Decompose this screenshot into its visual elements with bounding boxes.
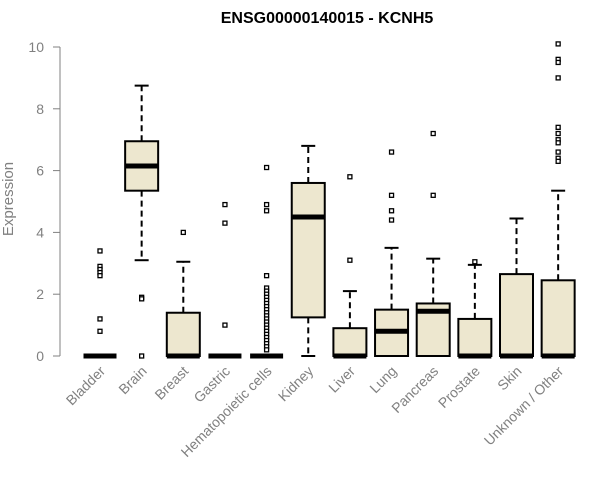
outlier-point [555, 130, 561, 137]
outlier-point [263, 273, 270, 279]
outlier-point [430, 192, 436, 198]
y-axis: 0 2 4 6 8 10 [28, 39, 61, 364]
box-group [415, 130, 451, 357]
box [165, 311, 201, 357]
outlier-point [222, 201, 228, 208]
outlier-point [388, 192, 395, 198]
x-tick-label: Brain [115, 363, 149, 397]
box-group [290, 144, 326, 357]
outlier-point [555, 158, 561, 164]
outlier-point [388, 149, 395, 155]
outlier-point [263, 201, 270, 208]
outlier-point [97, 316, 103, 322]
x-tick-label: Lung [366, 363, 399, 396]
x-tick-label: Kidney [275, 363, 317, 405]
y-tick-label: 10 [28, 39, 44, 55]
outlier-point [263, 164, 270, 171]
box [540, 279, 576, 358]
box-group [499, 217, 534, 359]
box-group [124, 84, 160, 359]
y-tick-label: 2 [36, 286, 44, 302]
outlier-point [97, 273, 103, 279]
outlier-point [138, 296, 145, 302]
box-group [540, 41, 576, 359]
x-tick-label: Prostate [435, 363, 483, 411]
outlier-point [555, 59, 561, 66]
y-axis-label: Expression [0, 162, 17, 236]
outlier-point [97, 328, 103, 334]
x-tick-label: Liver [325, 363, 358, 396]
x-tick-label: Unknown / Other [481, 363, 567, 449]
box-group [332, 174, 368, 359]
outlier-point [555, 75, 561, 81]
outlier-point [555, 149, 561, 155]
y-tick-label: 0 [36, 348, 44, 364]
outlier-point [347, 174, 353, 180]
y-tick-label: 6 [36, 163, 44, 179]
outlier-point [555, 140, 561, 146]
outlier-point [263, 347, 270, 353]
outlier-point [472, 259, 478, 265]
outlier-point [388, 217, 395, 223]
x-tick-label: Breast [151, 363, 191, 403]
box [457, 317, 493, 358]
box-group [208, 201, 242, 359]
outlier-point [180, 229, 186, 236]
outlier-point [97, 248, 103, 254]
box [332, 327, 368, 358]
x-tick-label: Bladder [63, 363, 109, 409]
outlier-point [555, 41, 561, 47]
outlier-point [555, 124, 561, 130]
outlier-point [222, 220, 228, 226]
outlier-point [138, 353, 145, 359]
outlier-point [430, 130, 436, 137]
box-group [374, 149, 410, 357]
box [290, 181, 326, 319]
chart-title: ENSG00000140015 - KCNH5 [221, 10, 434, 27]
x-tick-label: Skin [494, 363, 525, 394]
outlier-point [263, 208, 270, 214]
outlier-point [347, 257, 353, 263]
boxes-layer [83, 41, 576, 359]
box-group [250, 164, 284, 359]
box-group [83, 248, 117, 359]
y-tick-label: 4 [36, 224, 44, 240]
box-group [457, 259, 493, 359]
outlier-point [388, 208, 395, 214]
box-group [165, 229, 201, 359]
outlier-point [222, 322, 228, 328]
box [499, 273, 534, 357]
y-tick-label: 8 [36, 101, 44, 117]
